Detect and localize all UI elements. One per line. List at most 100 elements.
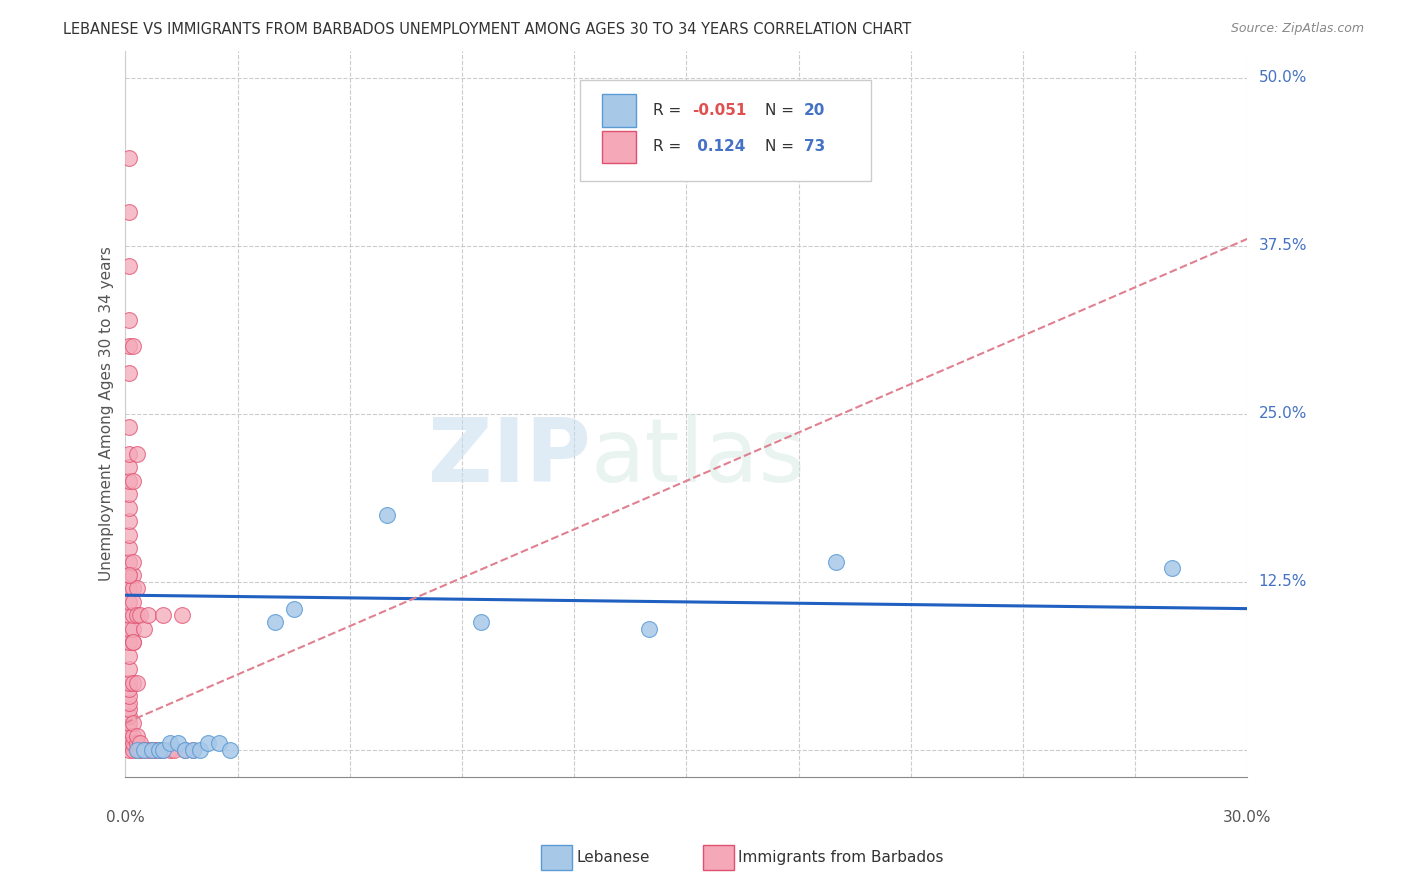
Point [122, 474, 145, 488]
Point [375, 508, 398, 522]
Point [122, 608, 145, 623]
Point [148, 743, 170, 757]
Point [118, 582, 141, 596]
Point [181, 743, 204, 757]
Point [118, 568, 141, 582]
Point [122, 568, 145, 582]
Point [118, 723, 141, 737]
Point [134, 743, 156, 757]
Point [825, 555, 848, 569]
Point [125, 675, 148, 690]
Point [118, 555, 141, 569]
Text: LEBANESE VS IMMIGRANTS FROM BARBADOS UNEMPLOYMENT AMONG AGES 30 TO 34 YEARS CORR: LEBANESE VS IMMIGRANTS FROM BARBADOS UNE… [63, 22, 911, 37]
Text: ZIP: ZIP [429, 414, 591, 500]
Point [118, 608, 141, 623]
FancyBboxPatch shape [602, 95, 636, 127]
Text: Lebanese: Lebanese [576, 850, 650, 864]
Point [118, 339, 141, 353]
Point [118, 420, 141, 434]
Point [118, 736, 141, 750]
Point [118, 730, 141, 744]
Point [118, 500, 141, 515]
Point [170, 608, 193, 623]
Point [118, 662, 141, 676]
Point [122, 555, 145, 569]
Point [118, 487, 141, 501]
Point [118, 514, 141, 528]
Point [197, 736, 219, 750]
Point [118, 367, 141, 381]
Text: atlas: atlas [591, 414, 806, 500]
Point [129, 608, 152, 623]
Point [122, 736, 145, 750]
Point [264, 615, 287, 629]
Point [129, 736, 152, 750]
Point [208, 736, 231, 750]
Point [159, 736, 181, 750]
Text: R =: R = [652, 103, 686, 118]
Point [122, 743, 145, 757]
Text: R =: R = [652, 139, 681, 154]
Point [118, 151, 141, 165]
Point [125, 736, 148, 750]
Point [159, 743, 181, 757]
Text: 37.5%: 37.5% [1258, 238, 1308, 253]
Point [118, 568, 141, 582]
Text: N =: N = [765, 103, 794, 118]
Point [118, 648, 141, 663]
Point [118, 205, 141, 219]
Point [141, 743, 163, 757]
Point [136, 743, 159, 757]
Point [125, 743, 148, 757]
Point [118, 595, 141, 609]
Point [118, 696, 141, 710]
Text: 12.5%: 12.5% [1258, 574, 1306, 590]
Point [125, 447, 148, 461]
Text: 20: 20 [804, 103, 825, 118]
Point [125, 743, 148, 757]
Point [118, 715, 141, 730]
FancyBboxPatch shape [579, 79, 872, 181]
Point [122, 675, 145, 690]
Point [125, 582, 148, 596]
Point [174, 743, 197, 757]
Point [181, 743, 204, 757]
Text: N =: N = [765, 139, 794, 154]
Point [118, 259, 141, 273]
Point [118, 675, 141, 690]
Point [152, 608, 174, 623]
Point [118, 447, 141, 461]
Point [470, 615, 492, 629]
Point [125, 608, 148, 623]
FancyBboxPatch shape [602, 130, 636, 163]
Point [118, 622, 141, 636]
Point [118, 541, 141, 555]
Point [145, 743, 167, 757]
Y-axis label: Unemployment Among Ages 30 to 34 years: Unemployment Among Ages 30 to 34 years [100, 246, 114, 581]
Point [118, 743, 141, 757]
Point [136, 608, 159, 623]
Text: -0.051: -0.051 [692, 103, 747, 118]
Point [129, 743, 152, 757]
Point [283, 601, 305, 615]
Point [122, 730, 145, 744]
Point [125, 730, 148, 744]
Point [118, 709, 141, 723]
Point [122, 339, 145, 353]
Point [118, 312, 141, 326]
Text: Immigrants from Barbados: Immigrants from Barbados [738, 850, 943, 864]
Point [118, 682, 141, 697]
Point [122, 595, 145, 609]
Point [134, 743, 156, 757]
Point [152, 743, 174, 757]
Text: 0.0%: 0.0% [105, 810, 145, 825]
Point [122, 582, 145, 596]
Point [122, 622, 145, 636]
Point [166, 736, 188, 750]
Text: 25.0%: 25.0% [1258, 406, 1306, 421]
Point [118, 474, 141, 488]
Point [122, 635, 145, 649]
Text: 30.0%: 30.0% [1223, 810, 1271, 825]
Point [134, 622, 156, 636]
Point [141, 743, 163, 757]
